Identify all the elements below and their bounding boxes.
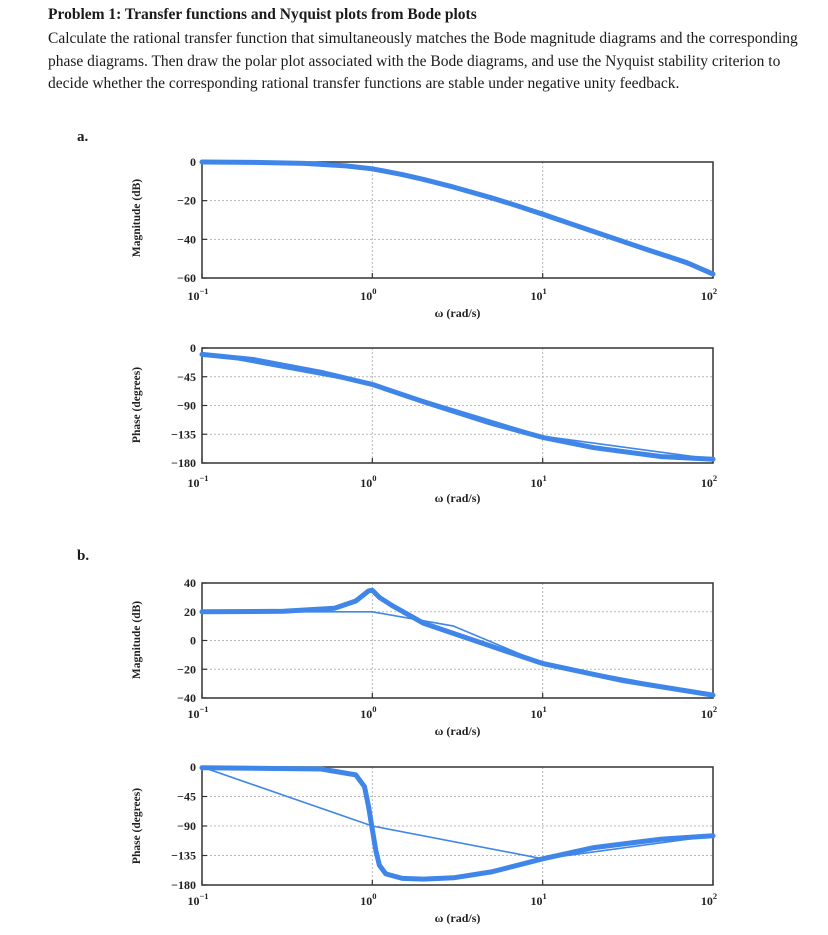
- y-tick-label: 0: [190, 155, 196, 169]
- x-axis-label: ω (rad/s): [435, 911, 481, 925]
- series-asymptote: [201, 766, 714, 860]
- series-exact-curve: [199, 159, 716, 277]
- problem-description: Calculate the rational transfer function…: [48, 30, 798, 92]
- x-axis-label: ω (rad/s): [435, 306, 481, 320]
- y-tick-label: −135: [171, 849, 196, 863]
- x-axis-label: ω (rad/s): [435, 724, 481, 738]
- x-tick-label: 100: [360, 286, 376, 303]
- x-tick-exponent: −1: [199, 704, 208, 714]
- x-tick-exponent: 0: [372, 473, 376, 483]
- x-tick-exponent: 2: [713, 891, 717, 901]
- x-tick-label: 102: [701, 473, 717, 490]
- y-tick-label: −40: [177, 232, 196, 246]
- series-asymptote: [201, 161, 714, 275]
- problem-title: Problem 1: Transfer functions and Nyquis…: [48, 6, 477, 23]
- x-tick-label: 102: [701, 286, 717, 303]
- y-tick-label: −90: [177, 819, 196, 833]
- series-exact-curve: [199, 765, 716, 882]
- y-tick-label: 0: [190, 341, 196, 355]
- x-tick-label: 101: [531, 891, 547, 908]
- x-tick-exponent: −1: [199, 473, 208, 483]
- x-tick-label: 102: [701, 891, 717, 908]
- x-tick-exponent: 2: [713, 473, 717, 483]
- x-tick-label: 102: [701, 704, 717, 721]
- y-tick-label: 0: [190, 634, 196, 648]
- x-tick-exponent: 1: [543, 704, 547, 714]
- y-tick-label: 0: [190, 760, 196, 774]
- y-tick-label: −90: [177, 399, 196, 413]
- y-tick-label: −60: [177, 271, 196, 285]
- series-exact-curve: [199, 587, 716, 698]
- x-tick-label: 10−1: [187, 286, 208, 303]
- x-tick-exponent: 1: [543, 891, 547, 901]
- y-tick-label: −45: [177, 790, 196, 804]
- x-tick-exponent: 0: [372, 286, 376, 296]
- y-axis-label: Phase (degrees): [131, 788, 143, 864]
- x-tick-label: 100: [360, 473, 376, 490]
- x-tick-label: 101: [531, 473, 547, 490]
- y-tick-label: −135: [171, 427, 196, 441]
- y-tick-label: −20: [177, 194, 196, 208]
- y-tick-label: 20: [184, 605, 196, 619]
- x-tick-label: 10−1: [187, 473, 208, 490]
- x-tick-label: 10−1: [187, 704, 208, 721]
- x-tick-label: 101: [531, 704, 547, 721]
- x-axis-label: ω (rad/s): [435, 491, 481, 505]
- series-exact-curve: [199, 351, 716, 462]
- x-tick-exponent: 0: [372, 704, 376, 714]
- y-axis-label: Phase (degrees): [131, 367, 143, 443]
- x-tick-exponent: 2: [713, 286, 717, 296]
- y-tick-label: −40: [177, 691, 196, 705]
- y-tick-label: 40: [184, 576, 196, 590]
- series-asymptote: [201, 352, 714, 461]
- y-tick-label: −180: [171, 456, 196, 470]
- series-asymptote: [201, 610, 714, 696]
- x-tick-exponent: 2: [713, 704, 717, 714]
- x-tick-label: 10−1: [187, 891, 208, 908]
- y-tick-label: −180: [171, 878, 196, 892]
- part-b-label: b.: [77, 548, 90, 564]
- y-tick-label: −45: [177, 370, 196, 384]
- x-tick-label: 101: [531, 286, 547, 303]
- part-a-label: a.: [77, 129, 89, 145]
- y-axis-label: Magnitude (dB): [131, 601, 143, 679]
- x-tick-label: 100: [360, 891, 376, 908]
- plot-frame: [201, 161, 714, 279]
- x-tick-exponent: 1: [543, 473, 547, 483]
- x-tick-exponent: −1: [199, 286, 208, 296]
- x-tick-exponent: −1: [199, 891, 208, 901]
- y-axis-label: Magnitude (dB): [131, 179, 143, 257]
- x-tick-label: 100: [360, 704, 376, 721]
- y-tick-label: −20: [177, 662, 196, 676]
- x-tick-exponent: 0: [372, 891, 376, 901]
- x-tick-exponent: 1: [543, 286, 547, 296]
